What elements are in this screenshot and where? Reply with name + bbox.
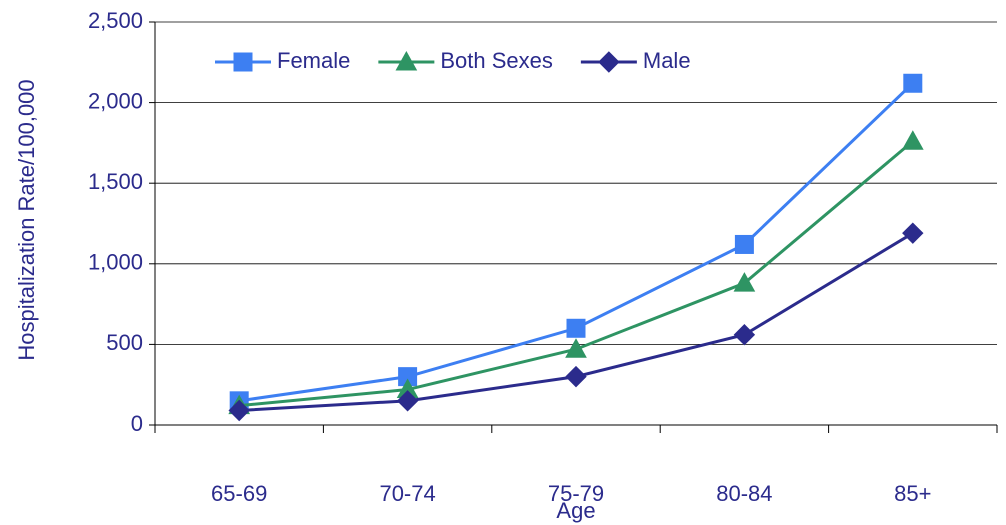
x-tick-label: 70-74 [379, 481, 435, 506]
data-point [904, 74, 922, 92]
legend-label: Female [277, 48, 350, 73]
x-tick-label: 85+ [894, 481, 931, 506]
y-tick-label: 2,500 [88, 8, 143, 33]
y-tick-label: 1,000 [88, 250, 143, 275]
y-axis-label: Hospitalization Rate/100,000 [14, 79, 39, 360]
chart: Hospitalization Rate/100,000 Age 05001,0… [0, 0, 1006, 525]
y-tick-label: 500 [106, 330, 143, 355]
legend-label: Male [643, 48, 691, 73]
data-point [567, 319, 585, 337]
y-tick-label: 1,500 [88, 169, 143, 194]
x-tick-label: 75-79 [548, 481, 604, 506]
legend-marker [234, 53, 252, 71]
data-point [735, 235, 753, 253]
data-point [566, 367, 586, 387]
x-tick-label: 80-84 [716, 481, 772, 506]
legend-marker [599, 52, 619, 72]
data-point [566, 339, 586, 357]
data-point [903, 131, 923, 149]
data-point [903, 223, 923, 243]
y-tick-label: 0 [131, 411, 143, 436]
x-tick-label: 65-69 [211, 481, 267, 506]
data-point [734, 325, 754, 345]
legend-label: Both Sexes [440, 48, 553, 73]
y-tick-label: 2,000 [88, 88, 143, 113]
